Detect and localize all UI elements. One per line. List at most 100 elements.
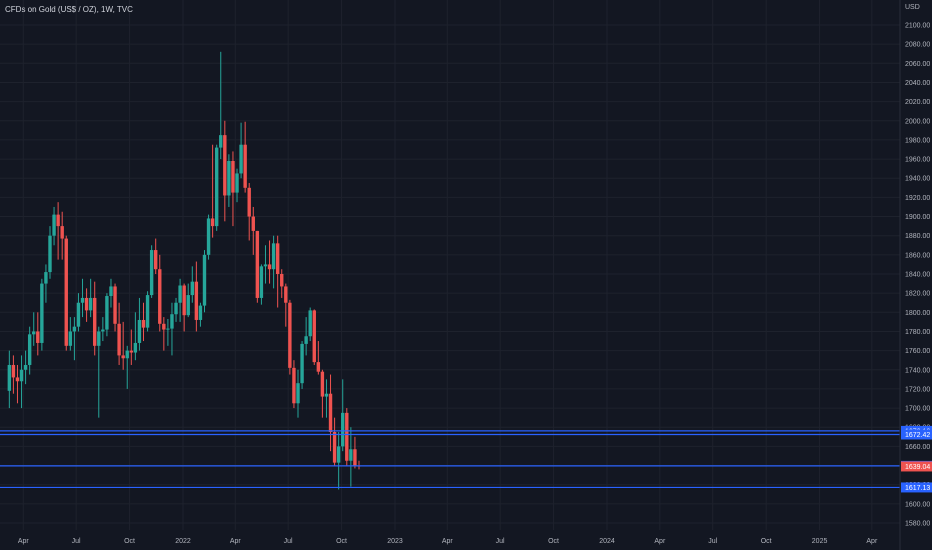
x-tick-label: Oct xyxy=(761,538,772,545)
x-tick-label: Jul xyxy=(496,538,505,545)
candle-body xyxy=(27,334,32,365)
candle-body xyxy=(349,449,353,461)
candle-body xyxy=(296,383,300,404)
candle-body xyxy=(84,297,89,311)
candle-body xyxy=(101,329,105,332)
candle-body xyxy=(292,367,296,404)
y-tick-label: 1780.00 xyxy=(905,329,930,336)
y-tick-label: 1960.00 xyxy=(905,157,930,164)
price-tag xyxy=(901,461,932,472)
y-tick-label: 1820.00 xyxy=(905,291,930,298)
y-tick-label: 2100.00 xyxy=(905,23,930,30)
x-tick-label: 2025 xyxy=(812,538,828,545)
candle-body xyxy=(162,323,166,330)
candle-body xyxy=(15,377,20,382)
y-tick-label: 1760.00 xyxy=(905,348,930,355)
candle-body xyxy=(231,160,235,193)
grid xyxy=(0,0,900,530)
candle-body xyxy=(239,144,243,174)
y-tick-label: 2080.00 xyxy=(905,42,930,49)
candle-body xyxy=(280,274,284,287)
candle-body xyxy=(178,285,182,303)
candle-body xyxy=(316,362,321,372)
candle-body xyxy=(141,319,146,328)
price-tag xyxy=(901,482,932,493)
x-tick-label: Jul xyxy=(284,538,293,545)
y-tick-label: 1920.00 xyxy=(905,195,930,202)
candle-body xyxy=(304,336,308,344)
candle-body xyxy=(145,295,150,328)
candle-body xyxy=(186,295,190,316)
x-tick-label: Oct xyxy=(336,538,347,545)
candle-body xyxy=(19,369,24,382)
candles xyxy=(7,51,361,490)
candle-body xyxy=(36,331,40,343)
candle-body xyxy=(328,393,333,433)
price-tag-label: 1639.04 xyxy=(905,464,930,471)
candle-body xyxy=(336,446,341,463)
y-tick-label: 1900.00 xyxy=(905,214,930,221)
candle-body xyxy=(308,310,312,337)
time-axis[interactable]: Apr Jul Oct 2022 Apr Jul Oct 2023 Apr Jul Oct 2024 A… xyxy=(18,538,878,545)
candle-body xyxy=(166,328,170,330)
candle-body xyxy=(11,364,16,378)
y-tick-label: 2040.00 xyxy=(905,80,930,87)
candle-body xyxy=(214,147,219,227)
y-tick-label: 2000.00 xyxy=(905,118,930,125)
candle-body xyxy=(170,314,174,329)
candle-body xyxy=(235,173,239,193)
x-tick-label: Apr xyxy=(654,538,666,545)
candle-body xyxy=(300,343,304,384)
candle-body xyxy=(72,326,77,332)
x-tick-label: 2023 xyxy=(387,538,403,545)
candle-body xyxy=(198,305,203,320)
candle-body xyxy=(182,285,186,316)
candle-body xyxy=(255,230,260,298)
x-tick-label: Apr xyxy=(18,538,30,545)
x-tick-label: 2022 xyxy=(175,538,191,545)
candle-body xyxy=(125,350,129,359)
candle-body xyxy=(113,286,117,324)
candle-body xyxy=(129,350,134,353)
horizontal-levels[interactable] xyxy=(0,430,900,489)
y-tick-label: 1860.00 xyxy=(905,252,930,259)
y-tick-label: 1980.00 xyxy=(905,137,930,144)
candle-body xyxy=(251,216,255,231)
candle-body xyxy=(288,302,292,368)
candle-body xyxy=(32,331,36,335)
x-tick-label: Oct xyxy=(548,538,559,545)
candle-body xyxy=(133,342,138,353)
candle-body xyxy=(275,243,280,274)
candle-body xyxy=(263,264,268,267)
x-tick-label: Apr xyxy=(442,538,454,545)
candle-body xyxy=(23,364,28,370)
candle-body xyxy=(202,254,207,306)
candle-body xyxy=(227,160,231,196)
candle-body xyxy=(64,238,68,346)
candle-body xyxy=(80,297,85,303)
candle-body xyxy=(88,297,93,311)
candle-body xyxy=(332,432,337,463)
y-tick-label: 1660.00 xyxy=(905,444,930,451)
candle-body xyxy=(48,235,52,273)
candle-body xyxy=(174,302,178,315)
candle-body xyxy=(117,323,121,356)
candle-body xyxy=(353,449,357,466)
symbol-title: CFDs on Gold (US$ / OZ), 1W, TVC xyxy=(5,5,133,14)
candle-body xyxy=(247,187,251,217)
candle-body xyxy=(158,269,162,324)
currency-label: USD xyxy=(905,4,920,11)
candle-body xyxy=(259,266,264,298)
y-tick-label: 1740.00 xyxy=(905,367,930,374)
x-tick-label: 2024 xyxy=(599,538,615,545)
candle-body xyxy=(341,412,345,447)
price-tag xyxy=(901,429,932,440)
candle-body xyxy=(206,218,211,255)
candle-body xyxy=(7,364,12,391)
x-tick-label: Apr xyxy=(230,538,242,545)
y-tick-label: 1580.00 xyxy=(905,521,930,528)
y-tick-label: 1720.00 xyxy=(905,386,930,393)
